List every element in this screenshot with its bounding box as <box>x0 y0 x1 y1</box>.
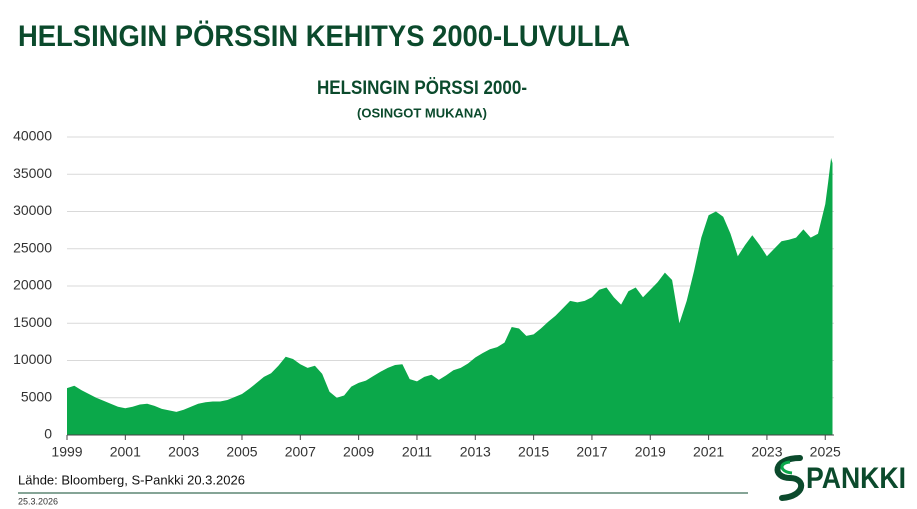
page-title: HELSINGIN PÖRSSIN KEHITYS 2000-LUVULLA <box>18 20 630 53</box>
chart-title: HELSINGIN PÖRSSI 2000- <box>317 78 527 99</box>
y-tick-label: 30000 <box>13 202 52 218</box>
chart-subtitle: (OSINGOT MUKANA) <box>357 105 487 120</box>
y-tick-label: 10000 <box>13 351 52 367</box>
y-tick-label: 5000 <box>21 388 52 404</box>
date: 25.3.2026 <box>18 496 58 506</box>
x-tick-label: 2025 <box>810 444 841 460</box>
x-tick-label: 2011 <box>402 444 432 460</box>
y-tick-label: 35000 <box>13 165 52 181</box>
x-tick-label: 2009 <box>343 444 374 460</box>
x-tick-label: 1999 <box>51 444 82 460</box>
logo-accent <box>780 460 793 475</box>
x-tick-label: 2023 <box>751 444 782 460</box>
y-tick-label: 25000 <box>13 239 52 255</box>
x-tick-label: 2017 <box>576 444 607 460</box>
x-tick-label: 2019 <box>635 444 666 460</box>
y-tick-label: 0 <box>44 426 52 442</box>
source: Lähde: Bloomberg, S-Pankki 20.3.2026 <box>18 472 245 487</box>
area <box>67 157 833 435</box>
x-tick-label: 2003 <box>168 444 199 460</box>
logo-mark <box>774 455 804 501</box>
x-tick-label: 2001 <box>110 444 141 460</box>
x-tick-label: 2007 <box>285 444 316 460</box>
y-tick-label: 40000 <box>13 128 52 144</box>
y-tick-label: 15000 <box>13 314 52 330</box>
x-tick-label: 2013 <box>460 444 491 460</box>
x-tick-label: 2021 <box>693 444 724 460</box>
logo: PANKKI <box>774 455 906 501</box>
plot-area: 0 5000 10000 15000 20000 25000 30000 35000 40000… <box>13 128 841 460</box>
y-tick-label: 20000 <box>13 277 52 293</box>
x-tick-label: 2005 <box>226 444 257 460</box>
x-tick-label: 2015 <box>518 444 549 460</box>
logo-text: PANKKI <box>806 462 906 495</box>
